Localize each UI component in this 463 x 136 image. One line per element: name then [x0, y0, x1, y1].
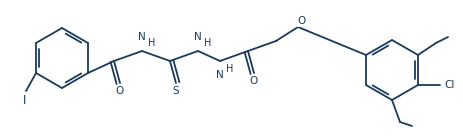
Text: N: N — [138, 32, 145, 42]
Text: O: O — [297, 16, 306, 26]
Text: S: S — [172, 86, 179, 96]
Text: H: H — [225, 64, 233, 74]
Text: H: H — [204, 38, 211, 48]
Text: I: I — [23, 94, 27, 106]
Text: O: O — [116, 86, 124, 96]
Text: Cl: Cl — [444, 80, 454, 90]
Text: N: N — [216, 70, 223, 80]
Text: N: N — [194, 32, 201, 42]
Text: H: H — [148, 38, 155, 48]
Text: O: O — [249, 76, 257, 86]
